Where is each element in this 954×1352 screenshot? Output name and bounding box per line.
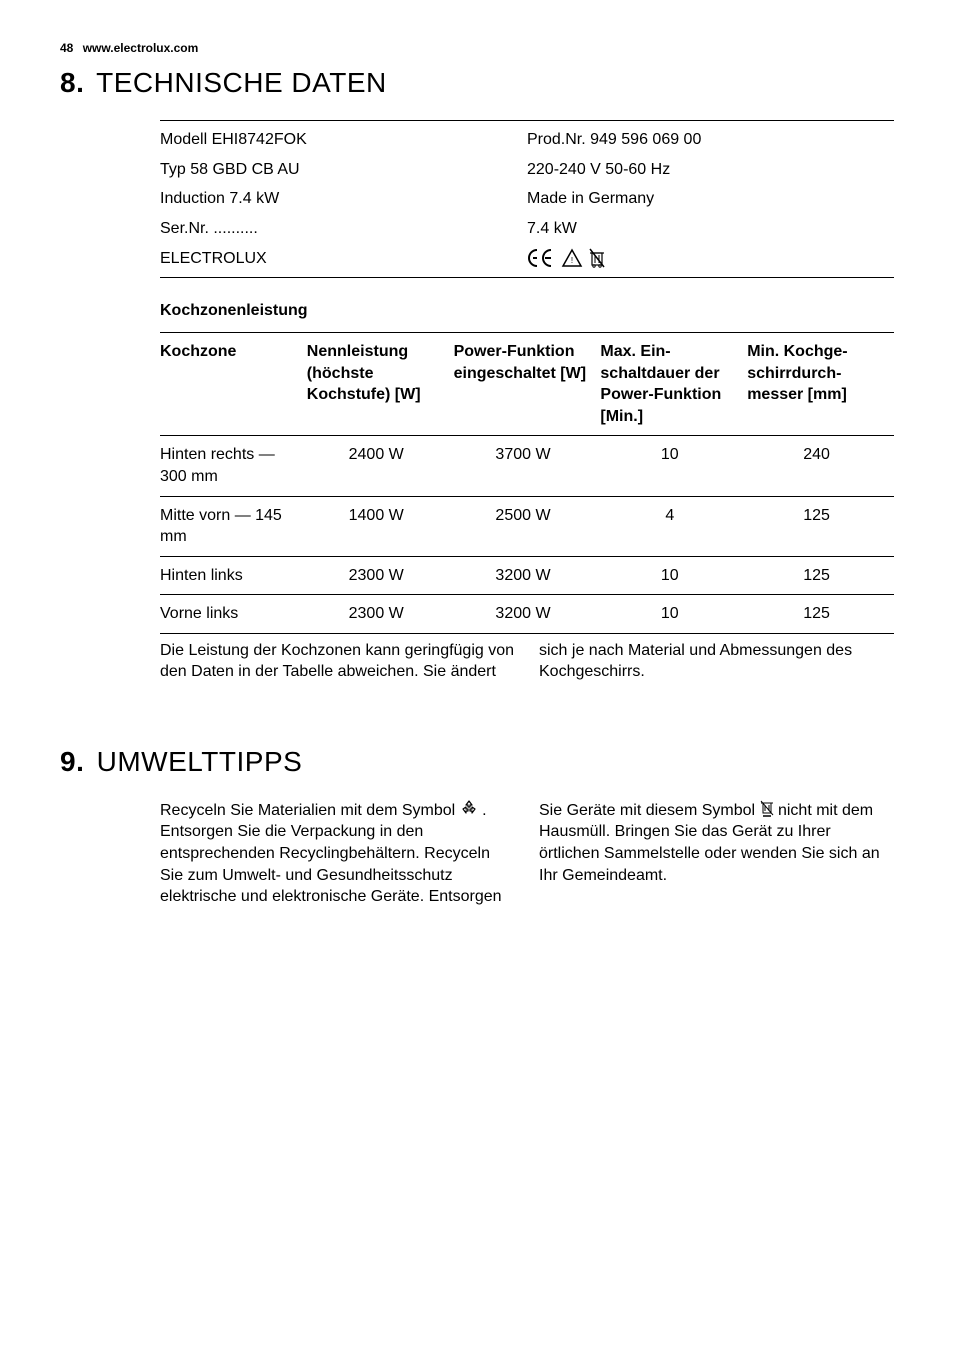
spec-cell: ELECTROLUX (160, 243, 527, 278)
section9: 9. UMWELTTIPPS Recyceln Sie Materialien … (60, 743, 894, 908)
zone-cell: Vorne links (160, 595, 307, 634)
spec-cell: Typ 58 GBD CB AU (160, 155, 527, 185)
zone-cell: Mitte vorn — 145 mm (160, 496, 307, 556)
warning-triangle-icon: ! (561, 248, 583, 268)
recycle-icon (460, 802, 478, 819)
spec-cell: Prod.Nr. 949 596 069 00 (527, 120, 894, 154)
spec-table: Modell EHI8742FOKProd.Nr. 949 596 069 00… (160, 120, 894, 278)
spec-cell: ! (527, 243, 894, 278)
section9-title-text: UMWELTTIPPS (97, 746, 303, 777)
section8-title-text: TECHNISCHE DATEN (96, 67, 387, 98)
weee-bin-icon (760, 802, 774, 819)
zone-cell: Hinten links (160, 556, 307, 595)
zone-cell: 4 (600, 496, 747, 556)
cert-icons: ! (527, 250, 606, 267)
zone-note: Die Leistung der Kochzonen kann geringfü… (160, 640, 894, 683)
env-text-1: Recyceln Sie Materialien mit dem Symbol (160, 802, 460, 819)
zone-cell: 2300 W (307, 556, 454, 595)
zone-header: Min. Kochge­schirrdurch­messer [mm] (747, 332, 894, 435)
site-url: www.electrolux.com (83, 41, 199, 55)
zone-cell: Hinten rechts —300 mm (160, 436, 307, 496)
page-header: 48 www.electrolux.com (60, 40, 894, 56)
spec-cell: Made in Germany (527, 184, 894, 214)
zone-cell: 125 (747, 556, 894, 595)
zone-header: Max. Ein­schaltdauer der Power-Funktion … (600, 332, 747, 435)
section9-text: Recyceln Sie Materialien mit dem Symbol … (160, 799, 894, 908)
zone-cell: 2300 W (307, 595, 454, 634)
section8-content: Modell EHI8742FOKProd.Nr. 949 596 069 00… (160, 120, 894, 683)
table-row: Vorne links2300 W3200 W10125 (160, 595, 894, 634)
page-number: 48 (60, 41, 73, 55)
section9-title: 9. UMWELTTIPPS (60, 743, 894, 781)
zone-cell: 240 (747, 436, 894, 496)
spec-cell: Modell EHI8742FOK (160, 120, 527, 154)
zone-cell: 10 (600, 436, 747, 496)
zone-header: Nennleistung (höchste Kochstufe) [W] (307, 332, 454, 435)
zone-cell: 125 (747, 496, 894, 556)
section8-num: 8. (60, 67, 84, 98)
zone-cell: 3700 W (454, 436, 601, 496)
zone-cell: 10 (600, 556, 747, 595)
zone-header: Kochzone (160, 332, 307, 435)
zone-table: KochzoneNennleistung (höchste Kochstufe)… (160, 332, 894, 634)
zone-cell: 125 (747, 595, 894, 634)
weee-bin-icon (588, 247, 606, 269)
svg-text:!: ! (571, 256, 573, 265)
table-row: Hinten rechts —300 mm2400 W3700 W10240 (160, 436, 894, 496)
spec-cell: Induction 7.4 kW (160, 184, 527, 214)
zone-cell: 1400 W (307, 496, 454, 556)
zone-header: Power-Funk­tion einge­schaltet [W] (454, 332, 601, 435)
table-row: Hinten links2300 W3200 W10125 (160, 556, 894, 595)
table-row: Mitte vorn — 145 mm1400 W2500 W4125 (160, 496, 894, 556)
ce-mark-icon (527, 248, 557, 268)
spec-cell: 220-240 V 50-60 Hz (527, 155, 894, 185)
zone-subheading: Kochzonenleistung (160, 300, 894, 322)
section9-num: 9. (60, 746, 84, 777)
zone-cell: 10 (600, 595, 747, 634)
spec-cell: 7.4 kW (527, 214, 894, 244)
zone-cell: 2400 W (307, 436, 454, 496)
zone-cell: 2500 W (454, 496, 601, 556)
section8-title: 8. TECHNISCHE DATEN (60, 64, 894, 102)
spec-cell: Ser.Nr. .......... (160, 214, 527, 244)
zone-cell: 3200 W (454, 595, 601, 634)
zone-cell: 3200 W (454, 556, 601, 595)
